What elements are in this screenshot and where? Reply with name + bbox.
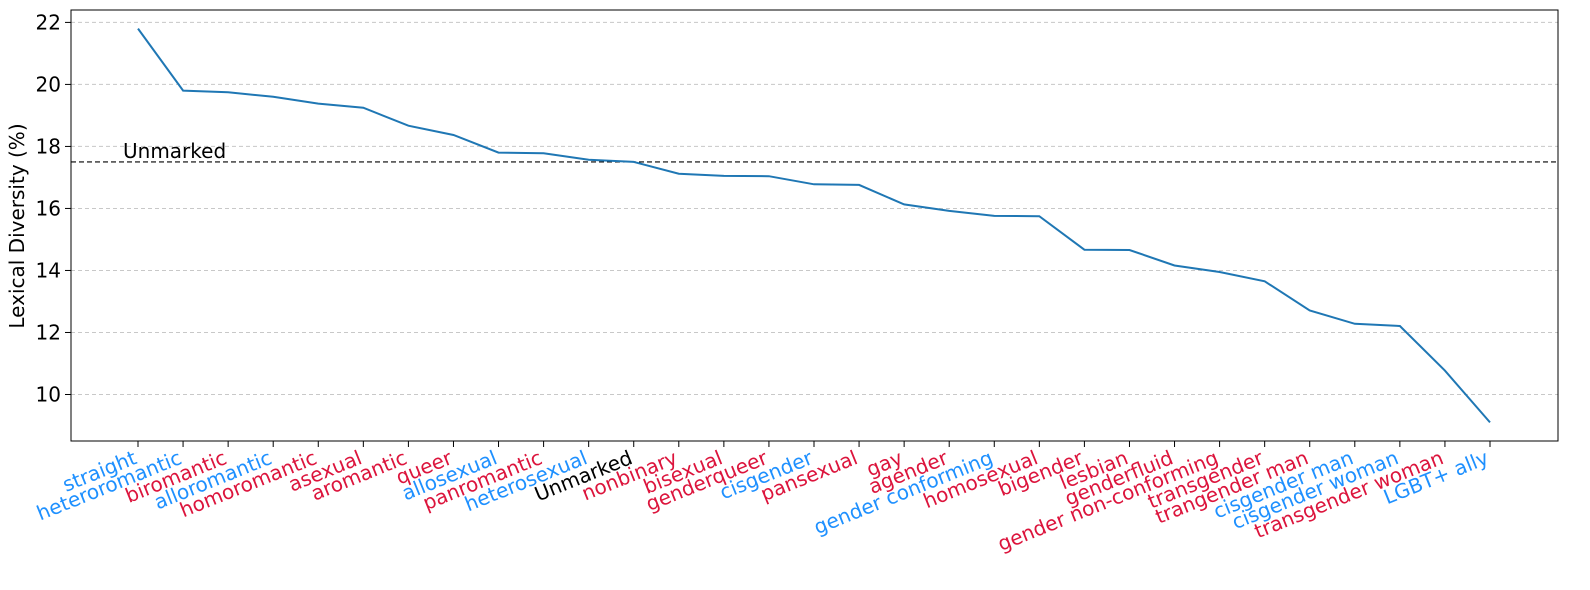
y-axis-label: Lexical Diversity (%) [5, 123, 29, 328]
plot-frame [70, 9, 1559, 442]
y-tick-label: 22 [36, 10, 61, 34]
y-tick-label: 20 [36, 72, 61, 96]
y-tick-label: 10 [36, 382, 61, 406]
series-line [137, 28, 1491, 424]
y-tick-label: 18 [36, 134, 61, 158]
reference-line-label: Unmarked [123, 139, 226, 163]
series-group [137, 28, 1491, 424]
y-axis: 10 12 14 16 18 20 22 [36, 10, 71, 406]
y-tick-label: 14 [36, 258, 61, 282]
reference-line-group: Unmarked [71, 139, 1558, 163]
y-tick-label: 16 [36, 196, 61, 220]
x-axis: straightheteroromanticbiromanticalloroma… [33, 441, 1492, 556]
gridlines [71, 21, 1558, 395]
y-tick-label: 12 [36, 320, 61, 344]
